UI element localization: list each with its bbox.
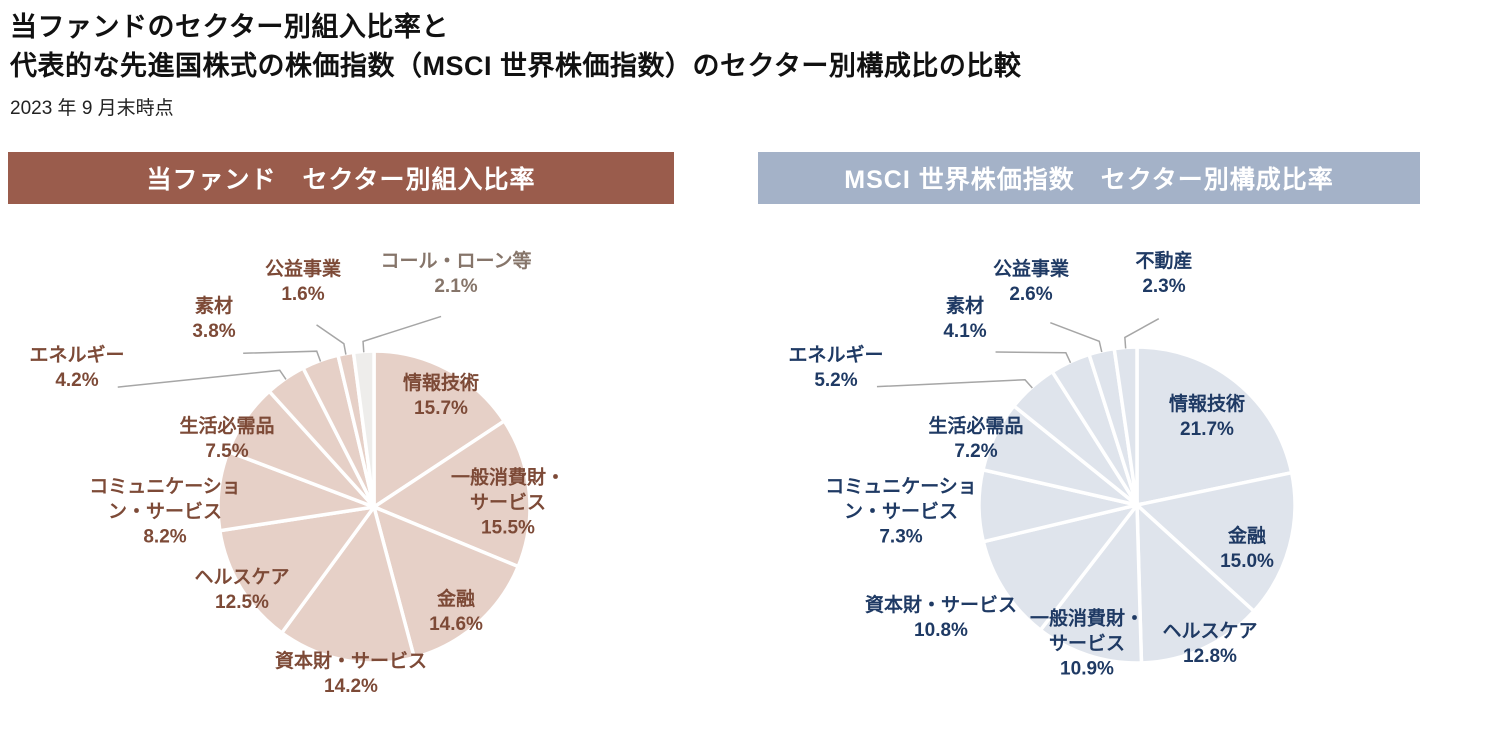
leader-line <box>243 350 322 362</box>
slice-label: 不動産 2.3% <box>1135 251 1193 297</box>
page-title-line-2: 代表的な先進国株式の株価指数（MSCI 世界株価指数）のセクター別構成比の比較 <box>10 51 1022 81</box>
msci-chart-title: MSCI 世界株価指数 セクター別構成比率 <box>758 152 1420 204</box>
slice-label: 素材 4.1% <box>943 296 987 342</box>
slice-label: コミュニケーショ ン・サービス 8.2% <box>89 476 241 548</box>
pie-slice <box>279 503 417 665</box>
leader-line <box>362 315 442 353</box>
slice-label: 公益事業 2.6% <box>992 259 1070 305</box>
slice-label: 一般消費財・ サービス 10.9% <box>1029 608 1145 680</box>
slice-label: ヘルスケア 12.8% <box>1162 621 1258 667</box>
pie-slice <box>1038 500 1144 665</box>
pie-slice <box>1135 500 1257 665</box>
pie-slice <box>981 502 1142 633</box>
msci-pie-chart: 情報技術 21.7% 金融 15.0% ヘルスケア 12.8% 一般消費財・ サービス 10.9… <box>758 204 1458 731</box>
leader-line <box>876 378 1033 389</box>
pie-slice <box>371 504 521 660</box>
slice-label: 生活必需品 7.2% <box>928 416 1024 462</box>
msci-sector-panel: MSCI 世界株価指数 セクター別構成比率 情報技術 21.7% 金融 15.0% ヘル… <box>758 152 1420 731</box>
leader-line <box>117 369 287 388</box>
slice-label: 生活必需品 7.5% <box>179 416 275 462</box>
slice-label: エネルギー 4.2% <box>29 345 125 391</box>
leader-line <box>316 324 347 355</box>
slice-label: 資本財・サービス 14.2% <box>274 651 428 697</box>
slice-label: エネルギー 5.2% <box>788 345 884 391</box>
pie-slice <box>370 418 532 569</box>
msci-pie-svg <box>876 318 1297 665</box>
leader-line <box>1050 321 1103 353</box>
slice-label: 資本財・サービス 10.8% <box>864 595 1018 641</box>
pie-slice <box>372 349 507 511</box>
as-of-date: 2023 年 9 月末時点 <box>10 98 174 119</box>
leader-line <box>1124 318 1160 349</box>
fund-pie-chart: 情報技術 15.7% 一般消費財・ サービス 15.5% 金融 14.6% 資本財・サービス 1… <box>8 204 708 731</box>
slice-label: 素材 3.8% <box>192 296 236 342</box>
fund-pie-svg <box>117 315 532 665</box>
page-title-line-1: 当ファンドのセクター別組入比率と <box>10 12 449 42</box>
fund-sector-panel: 当ファンド セクター別組入比率 情報技術 15.7% 一般消費財・ サービス 15.5%… <box>8 152 674 731</box>
slice-label: コール・ローン等 2.1% <box>380 251 532 297</box>
pie-slice <box>1135 345 1294 508</box>
slice-label: 公益事業 1.6% <box>264 259 342 305</box>
slice-label: 情報技術 15.7% <box>402 373 480 419</box>
slice-label: 一般消費財・ サービス 15.5% <box>450 467 566 539</box>
slice-label: ヘルスケア 12.5% <box>194 567 290 613</box>
pie-slice <box>1133 470 1297 614</box>
leader-line <box>995 351 1072 364</box>
slice-label: 金融 15.0% <box>1220 526 1274 572</box>
pie-slice <box>217 504 378 636</box>
slice-label: コミュニケーショ ン・サービス 7.3% <box>825 476 977 548</box>
fund-chart-title: 当ファンド セクター別組入比率 <box>8 152 674 204</box>
slice-label: 情報技術 21.7% <box>1168 394 1246 440</box>
page-titles: 当ファンドのセクター別組入比率と 代表的な先進国株式の株価指数（MSCI 世界株… <box>10 8 1021 120</box>
slice-label: 金融 14.6% <box>429 589 483 635</box>
